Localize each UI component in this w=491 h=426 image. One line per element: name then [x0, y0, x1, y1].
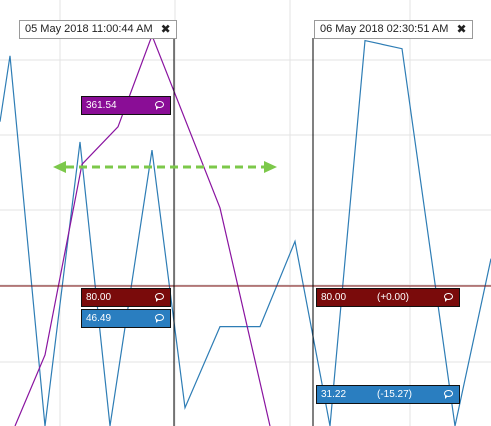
crosshair-1-value-tag: 80.00 [81, 288, 171, 307]
measure-arrow-right-head [264, 161, 277, 173]
value-label: 46.49 [86, 313, 111, 324]
close-icon[interactable]: ✖ [161, 21, 171, 38]
value-label: 80.00 [86, 292, 111, 303]
comment-icon[interactable] [444, 293, 453, 300]
crosshair-1-datetime: 05 May 2018 11:00:44 AM [25, 21, 153, 38]
crosshair-1-value-tag: 46.49 [81, 309, 171, 328]
measure-arrow[interactable] [53, 161, 277, 173]
series-2-line[interactable] [15, 36, 270, 426]
crosshair-2-value-tag: 31.22 (-15.27) [316, 385, 460, 404]
series-layer [0, 36, 491, 426]
crosshair-1-value-tag: 361.54 [81, 96, 171, 115]
crosshair-1-date-box: 05 May 2018 11:00:44 AM ✖ [19, 20, 177, 39]
series-1-line[interactable] [0, 41, 491, 426]
crosshair-2-datetime: 06 May 2018 02:30:51 AM [320, 21, 448, 38]
comment-icon[interactable] [155, 314, 164, 321]
change-label: (-15.27) [377, 386, 412, 403]
comment-icon[interactable] [444, 390, 453, 397]
comment-icon[interactable] [155, 293, 164, 300]
value-label: 80.00 [321, 292, 346, 303]
crosshair-2-value-tag: 80.00 (+0.00) [316, 288, 460, 307]
close-icon[interactable]: ✖ [456, 21, 466, 38]
value-label: 31.22 [321, 389, 346, 400]
comment-icon[interactable] [155, 101, 164, 108]
crosshair-2-date-box: 06 May 2018 02:30:51 AM ✖ [314, 20, 473, 39]
value-label: 361.54 [86, 100, 117, 111]
change-label: (+0.00) [377, 289, 409, 306]
